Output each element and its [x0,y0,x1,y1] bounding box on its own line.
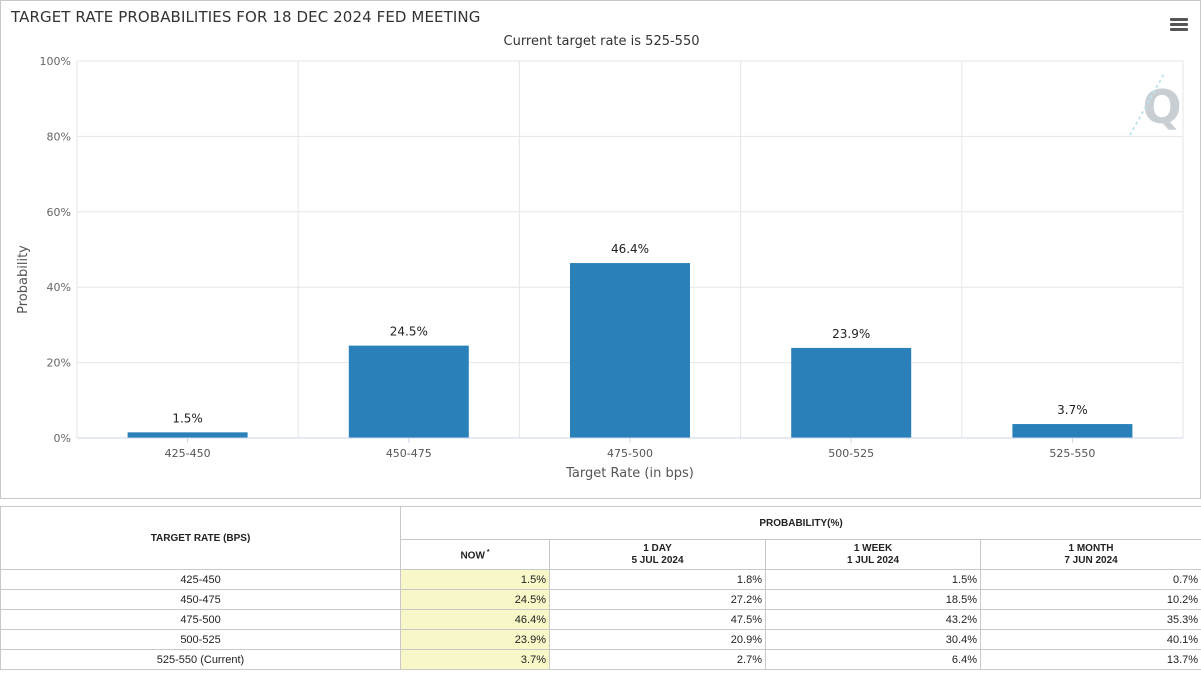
probability-cell: 1.8% [549,569,766,590]
table-row: 450-475 24.5% 27.2% 18.5% 10.2% [0,589,1201,610]
y-tick-label: 100% [40,55,71,68]
hamburger-menu-icon[interactable] [1170,18,1188,32]
now-probability-cell: 3.7% [400,649,550,670]
x-tick-label: 500-525 [828,447,874,460]
now-probability-cell: 24.5% [400,589,550,610]
column-header-line2: 7 JUN 2024 [1064,554,1118,566]
column-header-line1: 1 MONTH [1068,542,1114,554]
table-row: 425-450 1.5% 1.8% 1.5% 0.7% [0,569,1201,590]
probability-cell: 43.2% [765,609,981,630]
chart-title: TARGET RATE PROBABILITIES FOR 18 DEC 202… [11,8,481,26]
probability-cell: 6.4% [765,649,981,670]
rate-cell: 475-500 [0,609,401,630]
rate-cell: 425-450 [0,569,401,590]
data-label: 24.5% [390,325,428,339]
probability-cell: 10.2% [979,589,1201,610]
watermark-stroke [1129,71,1166,136]
x-tick-label: 450-475 [386,447,432,460]
column-header-marker: * [484,548,490,556]
x-tick-label: 475-500 [607,447,653,460]
column-header-line1: NOW [460,550,485,562]
table-row: 475-500 46.4% 47.5% 43.2% 35.3% [0,609,1201,630]
now-probability-cell: 46.4% [400,609,550,630]
now-probability-cell: 1.5% [400,569,550,590]
x-tick-label: 425-450 [165,447,211,460]
y-tick-label: 40% [47,281,71,294]
now-probability-cell: 23.9% [400,629,550,650]
probability-cell: 47.5% [549,609,766,630]
bar-525-550 [1012,424,1133,438]
data-label: 23.9% [832,327,870,341]
probability-cell: 35.3% [979,609,1201,630]
probability-cell: 2.7% [549,649,766,670]
data-label: 3.7% [1057,403,1088,417]
bar-450-475 [348,345,469,438]
bar-475-500 [570,263,690,438]
rate-cell: 500-525 [0,629,401,650]
table-row: 500-525 23.9% 20.9% 30.4% 40.1% [0,629,1201,650]
probability-table: TARGET RATE (BPS) PROBABILITY(%) NOW * 1 … [0,506,1201,670]
y-tick-label: 0% [54,432,71,445]
target-rate-header: TARGET RATE (BPS) [0,506,401,570]
probability-table-wrap: TARGET RATE (BPS) PROBABILITY(%) NOW * 1 … [0,506,1201,670]
watermark-logo: Q [1142,80,1181,134]
column-header-1: 1 DAY 5 JUL 2024 [549,539,766,570]
probability-cell: 30.4% [765,629,981,650]
x-axis-title: Target Rate (in bps) [565,466,694,481]
column-header-line2: 5 JUL 2024 [631,554,684,566]
probability-cell: 27.2% [549,589,766,610]
probability-cell: 40.1% [979,629,1201,650]
column-header-line1: 1 WEEK [853,542,893,554]
data-label: 1.5% [172,411,203,425]
probability-cell: 20.9% [549,629,766,650]
y-axis-title: Probability [16,245,31,314]
bar-chart: 0% 20% 40% 60% 80% 100% Q 1.5% 425-450 24.5% 450-4… [16,55,1184,481]
y-tick-label: 20% [47,357,71,370]
column-header-2: 1 WEEK 1 JUL 2024 [765,539,981,570]
column-header-3: 1 MONTH 7 JUN 2024 [979,539,1201,570]
column-header-line1: 1 DAY [643,542,672,554]
table-row: 525-550 (Current) 3.7% 2.7% 6.4% 13.7% [0,649,1201,670]
probability-cell: 13.7% [979,649,1201,670]
y-tick-label: 80% [47,130,71,143]
bar-500-525 [791,347,912,438]
probability-group-header: PROBABILITY(%) [399,506,1201,540]
column-header-line2: 1 JUL 2024 [846,554,900,566]
data-label: 46.4% [611,242,649,256]
bar-425-450 [127,432,248,438]
probability-cell: 18.5% [765,589,981,610]
probability-cell: 1.5% [765,569,981,590]
rate-cell: 450-475 [0,589,401,610]
y-tick-label: 60% [47,206,71,219]
chart-subtitle: Current target rate is 525-550 [503,34,700,49]
rate-cell: 525-550 (Current) [0,649,401,670]
x-tick-label: 525-550 [1049,447,1095,460]
column-header-0: NOW * [400,539,550,570]
probability-cell: 0.7% [979,569,1201,590]
